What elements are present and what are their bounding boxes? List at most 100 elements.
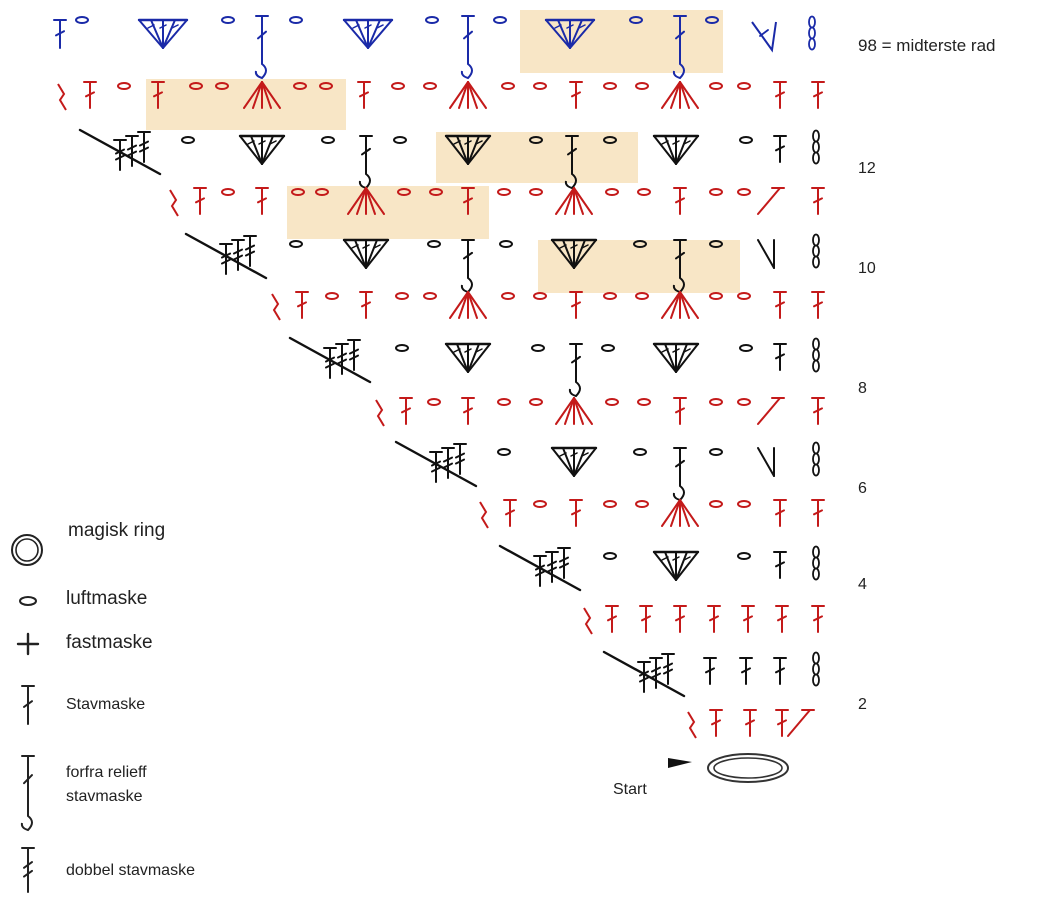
double-crochet bbox=[399, 397, 413, 425]
chain-stitch bbox=[291, 188, 305, 196]
treble-crochet bbox=[637, 661, 651, 693]
double-crochet bbox=[359, 291, 373, 319]
chain-stitch bbox=[533, 292, 547, 300]
chain-stitch bbox=[215, 82, 229, 90]
turning-chain bbox=[808, 15, 816, 29]
chain-stitch bbox=[709, 398, 723, 406]
chain-stitch bbox=[501, 292, 515, 300]
turning-chain bbox=[808, 37, 816, 51]
double-crochet bbox=[741, 605, 755, 633]
chain-stitch bbox=[493, 16, 507, 24]
chain-stitch bbox=[603, 292, 617, 300]
start-arrow bbox=[668, 758, 692, 768]
front-post-double-crochet bbox=[672, 15, 687, 80]
chain-stitch bbox=[319, 82, 333, 90]
chain-stitch bbox=[737, 398, 751, 406]
legend-symbols bbox=[11, 534, 43, 893]
v-shell bbox=[342, 18, 394, 49]
turning-chain bbox=[375, 399, 385, 427]
highlight-boxes bbox=[146, 10, 740, 293]
double-crochet bbox=[743, 709, 757, 737]
chain-stitch bbox=[325, 292, 339, 300]
chain-stitch bbox=[603, 500, 617, 508]
double-crochet bbox=[461, 187, 475, 215]
double-crochet bbox=[773, 657, 787, 685]
chain-stitch bbox=[393, 136, 407, 144]
chain-stitch bbox=[315, 188, 329, 196]
turning-chain bbox=[271, 293, 281, 321]
cluster-fan bbox=[347, 187, 385, 215]
double-crochet bbox=[569, 499, 583, 527]
chain-stitch bbox=[633, 448, 647, 456]
start-label: Start bbox=[613, 781, 647, 798]
double-crochet bbox=[811, 187, 825, 215]
turning-chain bbox=[812, 233, 820, 247]
double-crochet bbox=[811, 499, 825, 527]
chain-stitch bbox=[737, 292, 751, 300]
chain-stitch bbox=[529, 188, 543, 196]
legend-label-magic-ring: magisk ring bbox=[68, 520, 166, 541]
double-crochet bbox=[707, 605, 721, 633]
row-label-6: 6 bbox=[858, 480, 867, 497]
legend-dc-icon bbox=[21, 685, 35, 725]
chain-stitch bbox=[423, 82, 437, 90]
turning-chain bbox=[479, 501, 489, 529]
turning-chain bbox=[812, 140, 820, 154]
turning-chain bbox=[812, 463, 820, 477]
legend-label-single-crochet: fastmaske bbox=[66, 632, 153, 653]
chain-stitch bbox=[529, 136, 543, 144]
chain-stitch bbox=[709, 448, 723, 456]
turning-chain bbox=[57, 83, 67, 111]
chain-stitch bbox=[637, 398, 651, 406]
chain-stitch bbox=[709, 292, 723, 300]
v-shell bbox=[652, 550, 700, 581]
magic-ring-inner bbox=[713, 757, 783, 779]
treble-crochet bbox=[125, 135, 139, 167]
turning-chain bbox=[583, 607, 593, 635]
cluster-fan bbox=[661, 81, 699, 109]
double-crochet bbox=[773, 135, 787, 163]
row-label-8: 8 bbox=[858, 380, 867, 397]
treble-crochet bbox=[441, 447, 455, 479]
chain-stitch bbox=[427, 240, 441, 248]
double-crochet bbox=[503, 499, 517, 527]
legend-magic-ring-inner bbox=[15, 538, 39, 562]
legend-treble-icon bbox=[21, 847, 35, 893]
double-crochet bbox=[811, 81, 825, 109]
legend-label-chain: luftmaske bbox=[66, 588, 148, 609]
legend-label-fpdc-line2: stavmaske bbox=[66, 788, 143, 805]
chain-stitch bbox=[737, 82, 751, 90]
chain-stitch bbox=[531, 344, 545, 352]
v-shell bbox=[550, 238, 598, 269]
treble-crochet bbox=[243, 235, 257, 267]
row-label-4: 4 bbox=[858, 576, 867, 593]
chain-stitch bbox=[739, 344, 753, 352]
chain-stitch bbox=[633, 240, 647, 248]
double-crochet bbox=[569, 291, 583, 319]
turning-chain bbox=[812, 452, 820, 466]
treble-crochet bbox=[347, 339, 361, 371]
chain-stitch bbox=[499, 240, 513, 248]
chain-stitch bbox=[629, 16, 643, 24]
turning-chain bbox=[169, 189, 179, 217]
turning-chain bbox=[812, 673, 820, 687]
double-crochet bbox=[773, 291, 787, 319]
chain-stitch bbox=[423, 292, 437, 300]
treble-crochet bbox=[533, 555, 547, 587]
front-post-double-crochet bbox=[358, 135, 373, 190]
turning-chain bbox=[812, 337, 820, 351]
chain-stitch bbox=[425, 16, 439, 24]
double-crochet bbox=[83, 81, 97, 109]
turning-chain bbox=[812, 567, 820, 581]
double-crochet bbox=[773, 551, 787, 579]
double-crochet bbox=[193, 187, 207, 215]
chain-stitch bbox=[429, 188, 443, 196]
double-crochet bbox=[811, 397, 825, 425]
chain-stitch bbox=[75, 16, 89, 24]
treble-crochet bbox=[335, 343, 349, 375]
legend-label-treble: dobbel stavmaske bbox=[66, 862, 195, 879]
front-post-double-crochet bbox=[672, 447, 687, 502]
double-crochet bbox=[775, 605, 789, 633]
chain-stitch bbox=[117, 82, 131, 90]
